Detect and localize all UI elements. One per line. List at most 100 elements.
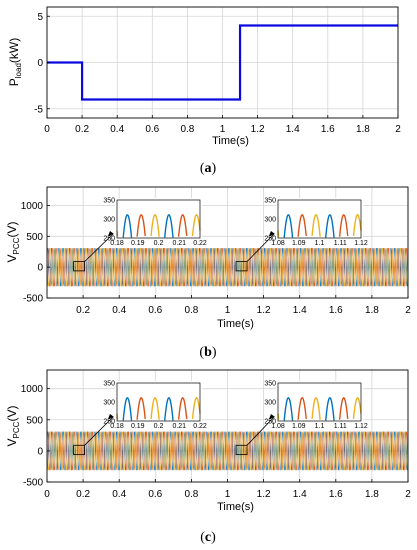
zoom-inset-2: 1.08 1.09 1.1 1.11 1.12 350 300 250: [235, 381, 368, 456]
zoom-inset-1: 0.18 0.19 0.2 0.21 0.22 350 300 250: [73, 198, 207, 272]
chart-panel-2: 0.2 0.4 0.6 0.8 1 1.2 1.4 1.6 1.8 2 1000 500 0 -500 Ti…: [5, 186, 411, 360]
y-tick-label: -500: [23, 478, 43, 489]
inset-waveform-2: [297, 397, 349, 420]
inset-x-tick-label: 0.19: [131, 423, 145, 430]
x-tick-label: 0.4: [112, 489, 126, 500]
x-tick-label: 1: [225, 305, 231, 316]
x-tick-label: 1.6: [329, 489, 343, 500]
inset-y-tick-label: 250: [103, 236, 115, 243]
x-axis-label: Time(s): [212, 135, 249, 147]
x-tick-label: 1.4: [293, 305, 307, 316]
inset-frame: [277, 199, 362, 239]
x-tick-label: 0.4: [112, 305, 126, 316]
x-tick-label: 0: [44, 489, 50, 500]
x-tick-label: 1.4: [286, 124, 300, 135]
inset-y-tick-label: 250: [264, 236, 276, 243]
x-axis-label: Time(s): [217, 318, 254, 330]
y-tick-label: 5: [37, 12, 43, 23]
inset-waveform-2: [136, 214, 188, 237]
inset-x-tick-label: 1.08: [271, 240, 285, 247]
x-tick-label: 2: [405, 305, 411, 316]
y-axis-label: Pload(kW): [7, 38, 23, 86]
zoom-marker-box: [235, 261, 248, 272]
zoom-arrow: [84, 416, 114, 446]
phase-waveform-3: [46, 430, 409, 472]
inset-y-tick-label: 300: [264, 217, 276, 224]
inset-x-tick-label: 0.21: [172, 423, 186, 430]
y-axis-label: VPCC(V): [5, 222, 21, 263]
zoom-arrow: [84, 233, 114, 262]
phase-waveform-2: [46, 247, 409, 288]
zoom-arrow: [246, 233, 275, 262]
inset-x-tick-label: 0.18: [110, 423, 124, 430]
inset-x-tick-label: 0.21: [172, 240, 186, 247]
x-tick-label: 0.2: [75, 124, 89, 135]
inset-x-tick-label: 0.18: [110, 240, 124, 247]
zoom-marker-box: [73, 444, 85, 456]
y-tick-label: 0: [37, 58, 43, 69]
x-tick-label: 2: [405, 489, 411, 500]
panel-label: (a): [200, 161, 217, 176]
x-tick-label: 1: [220, 124, 226, 135]
inset-y-tick-label: 350: [264, 381, 276, 388]
x-tick-label: 0.6: [148, 489, 162, 500]
x-tick-label: 2: [395, 124, 401, 135]
phase-waveform-2: [46, 430, 409, 472]
inset-x-tick-label: 1.1: [315, 240, 325, 247]
x-tick-label: 0: [44, 124, 50, 135]
inset-y-tick-label: 350: [264, 198, 276, 205]
x-tick-label: 0.6: [145, 124, 159, 135]
inset-waveform-2: [297, 214, 349, 237]
y-tick-label: 500: [26, 232, 43, 243]
y-tick-label: 0: [37, 263, 43, 274]
inset-y-tick-label: 300: [264, 400, 276, 407]
phase-waveform-1: [46, 247, 409, 288]
inset-y-tick-label: 350: [103, 198, 115, 205]
x-tick-label: 0.8: [184, 489, 198, 500]
phase-waveform-3: [46, 247, 409, 288]
zoom-inset-1: 0.18 0.19 0.2 0.21 0.22 350 300 250: [73, 381, 207, 456]
chart-panel-3: 0 0.2 0.4 0.6 0.8 1 1.2 1.4 1.6 1.8 210005000-500T…: [5, 369, 411, 545]
inset-x-tick-label: 0.22: [193, 240, 207, 247]
phase-waveform-1: [46, 430, 409, 472]
inset-waveform-2: [136, 397, 188, 420]
chart-panel-1: 0 0.2 0.4 0.6 0.8 1 1.2 1.4 1.6 1.8 250-5Time(s)Pl…: [7, 6, 401, 176]
zoom-marker-box: [73, 261, 85, 272]
inset-waveform-1: [283, 397, 335, 421]
x-tick-label: 1.6: [321, 124, 335, 135]
y-tick-label: -5: [34, 104, 43, 115]
inset-x-tick-label: 1.09: [292, 240, 306, 247]
x-tick-label: 1.4: [293, 489, 307, 500]
y-tick-label: 500: [26, 415, 43, 426]
x-tick-label: 1.8: [365, 489, 379, 500]
y-tick-label: 0: [37, 446, 43, 457]
panel-label: (c): [200, 530, 216, 545]
x-tick-label: 1.2: [257, 489, 271, 500]
inset-y-tick-label: 250: [264, 419, 276, 426]
inset-x-tick-label: 1.11: [334, 423, 347, 430]
inset-waveform-1: [283, 214, 335, 238]
zoom-arrowhead: [269, 231, 275, 236]
inset-x-tick-label: 0.22: [193, 423, 207, 430]
inset-x-tick-label: 1.1: [315, 423, 325, 430]
inset-x-tick-label: 1.09: [292, 423, 306, 430]
y-axis-label: VPCC(V): [5, 406, 21, 447]
zoom-arrowhead: [269, 414, 275, 419]
x-tick-label: 1: [225, 489, 231, 500]
panel-label: (b): [199, 345, 216, 360]
y-tick-label: -500: [23, 294, 43, 305]
x-tick-label: 1.6: [329, 305, 343, 316]
x-tick-label: 0.8: [184, 305, 198, 316]
inset-waveform-1: [122, 397, 174, 421]
inset-x-tick-label: 0.2: [154, 240, 164, 247]
zoom-inset-2: 1.08 1.09 1.1 1.11 1.12 350 300 250: [235, 198, 368, 272]
x-tick-label: 0.2: [76, 489, 90, 500]
inset-frame: [116, 382, 201, 422]
x-tick-label: 0.4: [110, 124, 124, 135]
zoom-arrowhead: [108, 231, 114, 236]
inset-y-tick-label: 350: [103, 381, 115, 388]
zoom-arrow: [246, 416, 275, 446]
inset-frame: [116, 199, 201, 239]
series-line: [47, 24, 398, 101]
inset-x-tick-label: 1.08: [271, 423, 285, 430]
